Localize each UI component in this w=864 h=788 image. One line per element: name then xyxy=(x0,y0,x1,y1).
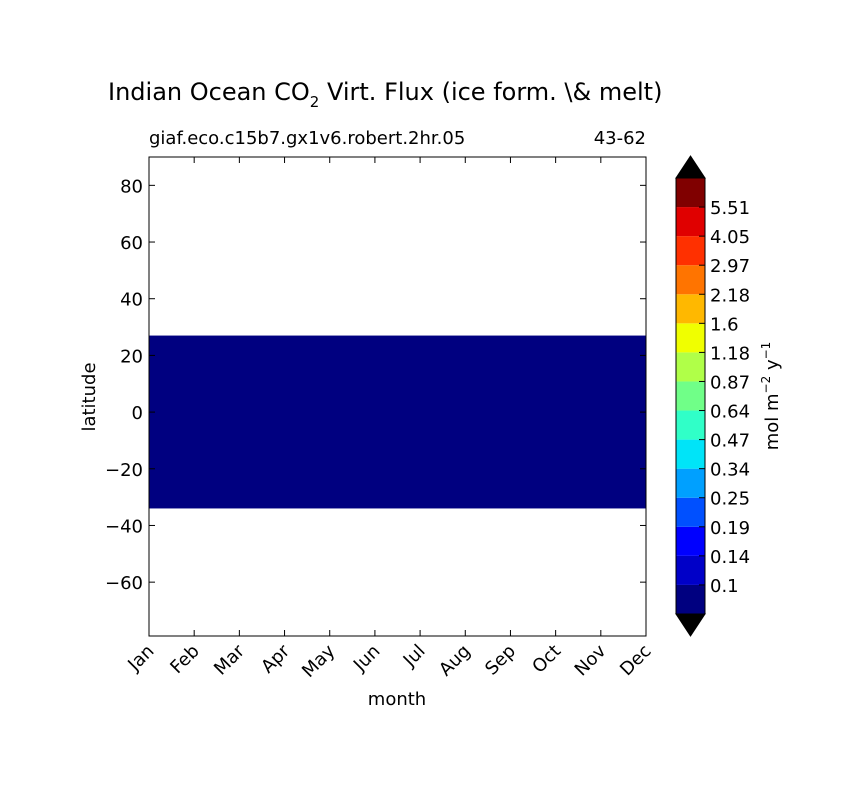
x-tick-label-may: May xyxy=(298,640,339,681)
chart-title-rest: Virt. Flux (ice form. \& melt) xyxy=(319,78,662,106)
x-tick-label-jul: Jul xyxy=(399,641,430,672)
colorbar-label-exp2: −1 xyxy=(759,342,773,360)
x-tick-label-nov: Nov xyxy=(571,640,611,680)
colorbar-segment-13 xyxy=(676,207,705,237)
y-tick-label-3: 20 xyxy=(120,346,143,367)
x-tick-label-apr: Apr xyxy=(257,640,294,677)
y-tick-label-1: 60 xyxy=(120,233,143,254)
colorbar-segment-10 xyxy=(676,294,705,324)
x-tick-label-sep: Sep xyxy=(481,641,520,680)
colorbar-segment-1 xyxy=(676,555,705,585)
colorbar-segment-5 xyxy=(676,439,705,469)
colorbar-tick-label-11: 2.97 xyxy=(710,256,750,277)
chart-title-main: Indian Ocean CO xyxy=(108,78,310,106)
colorbar-tick-label-5: 0.47 xyxy=(710,431,750,452)
colorbar-label-exp1: −2 xyxy=(759,376,773,394)
colorbar-tick-label-2: 0.19 xyxy=(710,518,750,539)
colorbar-tick-label-12: 4.05 xyxy=(710,227,750,248)
colorbar-tick-label-3: 0.25 xyxy=(710,489,750,510)
subtitle-right: 43-62 xyxy=(594,128,646,149)
colorbar-tick-label-9: 1.6 xyxy=(710,314,739,335)
x-tick-label-jan: Jan xyxy=(123,641,158,676)
x-tick-marks xyxy=(148,157,647,636)
colorbar-segment-4 xyxy=(676,468,705,498)
y-tick-marks xyxy=(149,184,646,583)
x-tick-label-jun: Jun xyxy=(349,641,384,676)
colorbar: 0.1 0.14 0.19 0.25 0.34 0.47 0.64 0.87 1.18 1.6 2.… xyxy=(675,155,750,637)
colorbar-tick-label-1: 0.14 xyxy=(710,547,750,568)
colorbar-segment-3 xyxy=(676,497,705,527)
plot-frame xyxy=(148,156,647,637)
colorbar-tick-label-8: 1.18 xyxy=(710,343,750,364)
colorbar-tick-label-7: 0.87 xyxy=(710,372,750,393)
colorbar-segment-6 xyxy=(676,410,705,440)
colorbar-tick-label-6: 0.64 xyxy=(710,402,750,423)
y-tick-label-6: −40 xyxy=(105,516,143,537)
colorbar-over-arrow xyxy=(675,155,706,179)
y-tick-label-0: 80 xyxy=(120,176,143,197)
colorbar-segment-0 xyxy=(676,584,705,614)
y-tick-label-2: 40 xyxy=(120,290,143,311)
chart-title-subscript: 2 xyxy=(310,93,320,111)
colorbar-tick-label-0: 0.1 xyxy=(710,576,739,597)
x-tick-label-feb: Feb xyxy=(166,641,203,678)
plot-area xyxy=(148,156,647,637)
filled-data-band xyxy=(149,335,646,509)
y-tick-label-7: −60 xyxy=(105,573,143,594)
y-tick-label-5: −20 xyxy=(105,460,143,481)
x-axis-label: month xyxy=(368,689,426,710)
colorbar-segment-11 xyxy=(676,265,705,295)
colorbar-segment-7 xyxy=(676,381,705,411)
colorbar-label-mid: y xyxy=(762,359,783,376)
chart-title: Indian Ocean CO2 Virt. Flux (ice form. \… xyxy=(108,78,662,111)
x-tick-label-dec: Dec xyxy=(616,641,655,680)
y-axis-label: latitude xyxy=(79,362,100,431)
colorbar-frame xyxy=(675,177,706,615)
colorbar-label: mol m−2 y−1 xyxy=(759,342,783,451)
colorbar-segment-8 xyxy=(676,352,705,382)
subtitle-left: giaf.eco.c15b7.gx1v6.robert.2hr.05 xyxy=(149,128,465,149)
x-tick-label-aug: Aug xyxy=(435,641,475,681)
colorbar-tick-label-10: 2.18 xyxy=(710,285,750,306)
colorbar-label-base: mol m xyxy=(762,393,783,450)
colorbar-segment-14 xyxy=(676,178,705,208)
x-tick-label-mar: Mar xyxy=(210,640,249,679)
colorbar-segment-2 xyxy=(676,526,705,556)
colorbar-segment-9 xyxy=(676,323,705,353)
colorbar-segment-12 xyxy=(676,236,705,266)
x-tick-label-oct: Oct xyxy=(528,641,565,678)
colorbar-under-arrow xyxy=(675,613,706,637)
y-tick-label-4: 0 xyxy=(132,403,143,424)
colorbar-tick-label-4: 0.34 xyxy=(710,460,750,481)
colorbar-tick-label-13: 5.51 xyxy=(710,198,750,219)
